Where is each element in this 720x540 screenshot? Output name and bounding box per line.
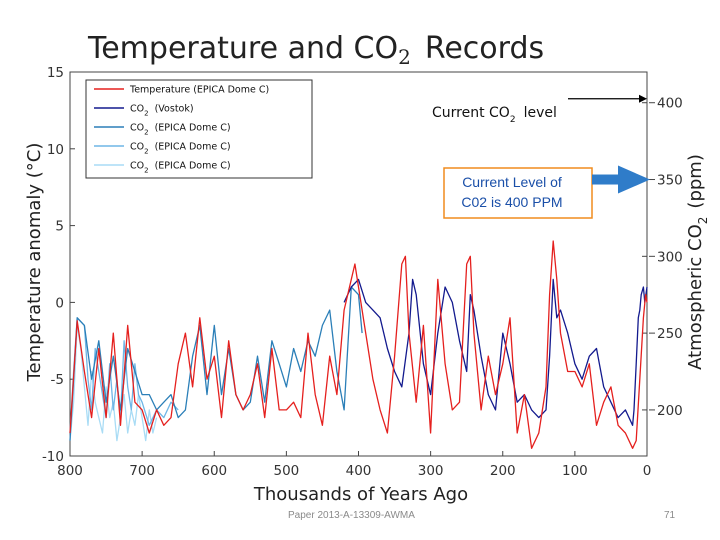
y2-axis-label: Atmospheric CO2(ppm) [685,154,710,370]
y2-tick-label: 300 [657,249,683,265]
x-tick-label: 800 [57,463,83,479]
footer-text: Paper 2013-A-13309-AWMA [288,510,415,521]
legend-label: CO2 (Vostok) [130,104,194,118]
x-axis-ticks: 800 700 600 500 400 300 200 100 0 [57,451,651,479]
y-tick-label: -5 [51,372,64,388]
y-tick-label: 0 [55,295,64,311]
x-tick-label: 200 [490,463,516,479]
y-tick-label: 15 [47,65,64,81]
legend-label: CO2 (EPICA Dome C) [130,161,231,175]
series-line-1 [343,278,648,426]
current-co2-annotation: Current CO2 level [432,94,647,125]
callout-box [443,167,593,219]
y-axis-label: Temperature anomaly (°C) [24,143,45,383]
legend-label: CO2 (EPICA Dome C) [130,123,231,137]
series-layer [69,240,648,449]
legend-label: CO2 (EPICA Dome C) [130,142,231,156]
current-co2-label: Current CO2 level [432,105,557,125]
legend-box [85,79,313,179]
y-tick-label: -10 [42,449,64,465]
y2-tick-label: 250 [657,326,683,342]
callout-arrow-head [618,165,650,194]
x-tick-label: 400 [346,463,372,479]
x-tick-label: 700 [129,463,155,479]
y-tick-label: 5 [55,219,64,235]
x-tick-label: 600 [201,463,227,479]
x-axis-label: Thousands of Years Ago [253,484,468,505]
y2-axis-ticks: 400 350 300 250 200 [642,96,683,419]
callout-arrow-shaft [592,174,618,185]
legend: Temperature (EPICA Dome C) CO2 (Vostok) CO2… [85,79,313,179]
current-co2-arrowhead [639,94,647,103]
chart-title: Temperature and CO2 Records [87,31,544,69]
callout-line-2: C02 is 400 PPM [461,194,562,210]
callout-line-1: Current Level of [462,174,562,190]
legend-label: Temperature (EPICA Dome C) [129,85,269,96]
y-axis-ticks: 15 10 5 0 -5 -10 [42,65,75,465]
x-tick-label: 300 [418,463,444,479]
y2-tick-label: 350 [657,173,683,189]
page-number: 71 [664,510,676,521]
y-tick-label: 10 [47,142,64,158]
series-line-2 [69,286,363,441]
callout: Current Level of C02 is 400 PPM [443,165,650,219]
y2-tick-label: 400 [657,96,683,112]
x-tick-label: 500 [273,463,299,479]
x-tick-label: 0 [643,463,652,479]
y2-tick-label: 200 [657,403,683,419]
series-line-0 [69,240,648,449]
x-tick-label: 100 [562,463,588,479]
